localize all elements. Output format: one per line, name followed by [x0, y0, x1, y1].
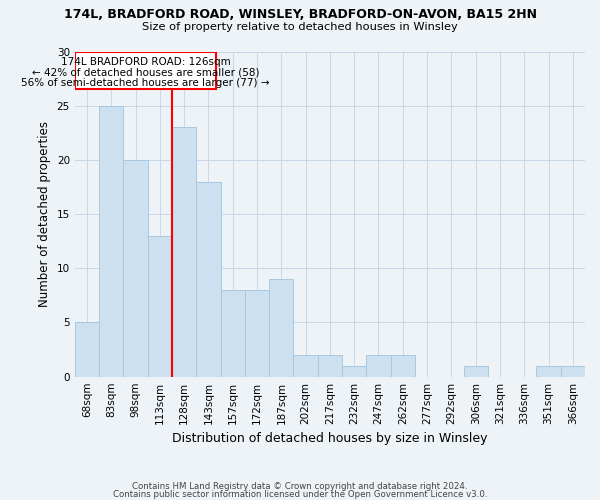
Bar	[196, 182, 221, 376]
Text: Contains HM Land Registry data © Crown copyright and database right 2024.: Contains HM Land Registry data © Crown c…	[132, 482, 468, 491]
Text: 56% of semi-detached houses are larger (77) →: 56% of semi-detached houses are larger (…	[21, 78, 270, 88]
Bar	[318, 355, 342, 376]
Bar	[99, 106, 124, 376]
Bar	[536, 366, 561, 376]
X-axis label: Distribution of detached houses by size in Winsley: Distribution of detached houses by size …	[172, 432, 488, 445]
Bar	[172, 128, 196, 376]
Text: 174L, BRADFORD ROAD, WINSLEY, BRADFORD-ON-AVON, BA15 2HN: 174L, BRADFORD ROAD, WINSLEY, BRADFORD-O…	[64, 8, 536, 20]
Bar	[561, 366, 585, 376]
Bar	[391, 355, 415, 376]
Text: 174L BRADFORD ROAD: 126sqm: 174L BRADFORD ROAD: 126sqm	[61, 58, 230, 68]
Bar	[76, 52, 216, 90]
Bar	[293, 355, 318, 376]
Bar	[269, 279, 293, 376]
Text: Size of property relative to detached houses in Winsley: Size of property relative to detached ho…	[142, 22, 458, 32]
Bar	[148, 236, 172, 376]
Bar	[124, 160, 148, 376]
Y-axis label: Number of detached properties: Number of detached properties	[38, 121, 51, 307]
Bar	[367, 355, 391, 376]
Bar	[221, 290, 245, 376]
Text: ← 42% of detached houses are smaller (58): ← 42% of detached houses are smaller (58…	[32, 68, 259, 78]
Bar	[464, 366, 488, 376]
Text: Contains public sector information licensed under the Open Government Licence v3: Contains public sector information licen…	[113, 490, 487, 499]
Bar	[342, 366, 367, 376]
Bar	[245, 290, 269, 376]
Bar	[75, 322, 99, 376]
